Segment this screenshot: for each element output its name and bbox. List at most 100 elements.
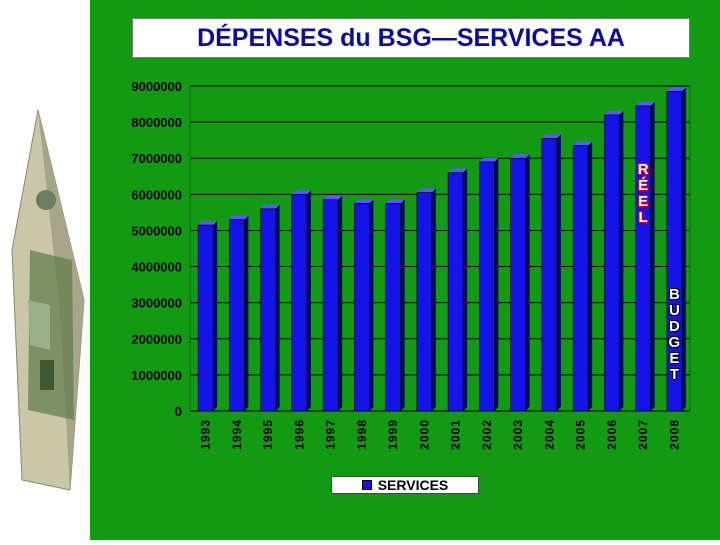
bar-top bbox=[323, 195, 343, 200]
bar-front bbox=[197, 224, 214, 412]
bar-top bbox=[416, 188, 436, 193]
x-tick-label: 2004 bbox=[542, 419, 556, 450]
bar-top bbox=[260, 204, 280, 209]
bar-top bbox=[448, 168, 468, 173]
bar-2006 bbox=[604, 110, 624, 412]
bar-front bbox=[666, 91, 683, 412]
x-tick-label: 2001 bbox=[449, 419, 463, 450]
title-box: DÉPENSES du BSG—SERVICES AA bbox=[132, 18, 690, 58]
bar-side bbox=[213, 221, 218, 411]
bar-front bbox=[291, 194, 308, 412]
annotation-letter: U bbox=[668, 302, 680, 319]
bar-front bbox=[385, 203, 401, 412]
x-tick-label: 2003 bbox=[511, 419, 525, 450]
annotation-letter: T bbox=[669, 366, 679, 383]
bar-side bbox=[556, 134, 561, 411]
x-tick-label: 1997 bbox=[324, 419, 338, 450]
bar-top bbox=[198, 221, 218, 226]
bar-top bbox=[354, 199, 374, 204]
bar-front bbox=[510, 157, 526, 412]
bar-side bbox=[306, 190, 311, 411]
bar-2002 bbox=[479, 157, 499, 412]
y-tick-label: 1000000 bbox=[131, 368, 182, 383]
x-tick-label: 2005 bbox=[574, 419, 588, 450]
legend-swatch bbox=[361, 480, 372, 490]
bar-2004 bbox=[541, 134, 561, 412]
y-tick-label: 6000000 bbox=[131, 187, 182, 202]
bar-side bbox=[400, 199, 405, 411]
y-tick-label: 9000000 bbox=[131, 79, 182, 94]
bar-side bbox=[369, 199, 374, 411]
bar-front bbox=[260, 208, 276, 412]
y-tick-label: 7000000 bbox=[131, 151, 182, 166]
bar-top bbox=[385, 199, 405, 204]
bar-2000 bbox=[416, 188, 436, 412]
bar-1999 bbox=[385, 199, 405, 412]
annotation-letter: E bbox=[669, 350, 680, 367]
chart-title: DÉPENSES du BSG—SERVICES AA bbox=[197, 23, 625, 52]
bar-side bbox=[275, 204, 280, 411]
bar-top bbox=[291, 190, 311, 195]
x-tick-label: 1995 bbox=[261, 419, 275, 450]
bar-2005 bbox=[572, 141, 593, 412]
bar-front bbox=[229, 219, 245, 412]
x-tick-label: 2007 bbox=[636, 419, 650, 450]
bar-front bbox=[322, 199, 339, 412]
bar-top bbox=[479, 157, 499, 162]
legend: SERVICES bbox=[331, 476, 479, 494]
annotation-letter: R bbox=[637, 161, 649, 178]
y-tick-label: 3000000 bbox=[131, 296, 182, 311]
bar-side bbox=[588, 141, 593, 412]
bar-1994 bbox=[229, 215, 249, 412]
bar-side bbox=[431, 188, 436, 411]
bar-2008 bbox=[666, 87, 686, 412]
bar-top bbox=[635, 101, 655, 106]
bar-front bbox=[479, 161, 495, 412]
bar-side bbox=[681, 87, 686, 412]
bar-2007 bbox=[635, 101, 655, 412]
x-tick-label: 1994 bbox=[230, 419, 244, 450]
x-tick-label: 1998 bbox=[355, 419, 369, 450]
y-tick-label: 5000000 bbox=[131, 223, 182, 238]
bar-1995 bbox=[260, 204, 280, 412]
bar-top bbox=[573, 141, 593, 146]
x-tick-label: 2006 bbox=[605, 419, 619, 450]
annotation-letter: É bbox=[638, 177, 649, 194]
bar-1997 bbox=[322, 195, 343, 412]
bar-front bbox=[447, 172, 464, 412]
y-tick-label: 2000000 bbox=[131, 332, 182, 347]
x-tick-label: 2000 bbox=[417, 419, 431, 450]
bar-1996 bbox=[291, 190, 311, 412]
bar-top bbox=[229, 215, 249, 220]
bar-side bbox=[463, 168, 468, 411]
bar-front bbox=[635, 105, 651, 412]
bar-top bbox=[604, 110, 624, 115]
x-tick-label: 2002 bbox=[480, 419, 494, 450]
annotation-letter: B bbox=[668, 286, 680, 303]
annotation-letter: L bbox=[638, 209, 648, 226]
bar-1998 bbox=[354, 199, 374, 412]
bar-side bbox=[525, 154, 530, 411]
bar-1993 bbox=[197, 221, 218, 412]
dollar-house-image bbox=[11, 109, 85, 491]
x-tick-label: 2008 bbox=[667, 419, 681, 450]
decorative-panel bbox=[0, 0, 90, 540]
bar-front bbox=[354, 203, 370, 412]
bar-side bbox=[494, 157, 499, 411]
x-tick-label: 1999 bbox=[386, 419, 400, 450]
y-tick-label: 4000000 bbox=[131, 260, 182, 275]
y-tick-label: 0 bbox=[175, 404, 182, 419]
annotation-letter: D bbox=[668, 318, 680, 335]
bar-top bbox=[666, 87, 686, 92]
bar-side bbox=[650, 101, 655, 411]
bar-front bbox=[572, 145, 589, 412]
legend-label: SERVICES bbox=[377, 477, 449, 493]
y-tick-label: 8000000 bbox=[131, 115, 182, 130]
bar-front bbox=[416, 192, 433, 412]
bar-front bbox=[604, 114, 620, 412]
bar-2003 bbox=[510, 154, 530, 412]
bar-front bbox=[541, 138, 558, 412]
bar-side bbox=[338, 195, 343, 411]
